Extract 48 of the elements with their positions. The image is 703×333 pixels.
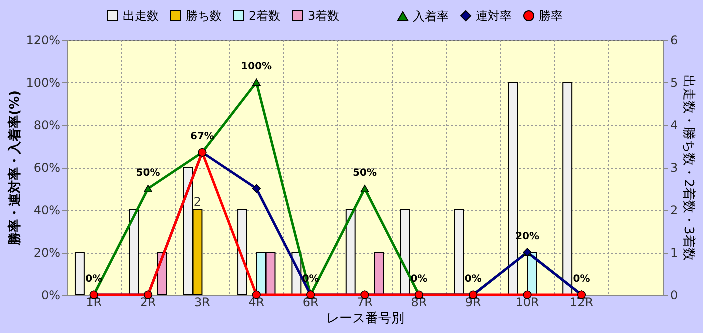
data-label: 50% [136,168,160,179]
y2-axis-title: 出走数・勝ち数・2着数・3着数 [681,75,698,261]
y-tick-label: 20% [34,246,60,260]
x-tick-label: 4R [248,296,265,310]
y-tick-label: 100% [26,76,60,90]
point [252,78,261,86]
y-axis-title: 勝率・連対率・入着率(%) [7,90,24,246]
y-tick-label: 80% [34,118,60,132]
y-tick-label: 0% [41,288,60,302]
legend-label: 勝ち数 [186,9,222,23]
data-label: 0% [573,274,590,285]
x-axis-title: レース番号別 [326,312,404,326]
point [252,184,261,194]
x-tick-label: 10R [516,296,540,310]
legend-label: 連対率 [476,9,512,23]
legend-label: 勝率 [539,9,563,23]
y2-tick-label: 0 [670,288,678,302]
y2-tick-label: 2 [670,204,678,218]
y-tick-label: 60% [34,161,60,175]
bar [129,210,140,296]
x-tick-label: 7R [357,296,373,310]
bar [238,210,248,296]
legend-label: 入着率 [413,9,449,24]
bar [374,252,384,296]
x-tick-label: 2R [140,296,156,310]
data-label: 2 [194,195,202,209]
data-label: 50% [353,168,377,179]
bar [74,252,85,296]
bar [400,210,410,296]
y2-tick-label: 6 [670,34,678,48]
data-label: 100% [241,62,272,72]
legend-label: 3着数 [308,9,340,23]
y2-tick-label: 1 [670,246,678,260]
point [360,184,370,193]
y-tick-label: 120% [26,34,60,48]
y2-tick-label: 3 [670,161,678,175]
point [144,184,153,193]
data-label: 0% [464,274,482,285]
y2-tick-label: 5 [670,76,678,90]
y2-tick-label: 4 [670,118,678,132]
x-tick-label: 3R [194,296,210,310]
bar [562,82,573,296]
legend-label: 2着数 [249,9,281,23]
bar [454,210,464,296]
y-tick-label: 40% [34,204,60,218]
bar [346,210,356,296]
legend-label: 出走数 [123,9,159,23]
data-label: 67% [190,132,214,143]
